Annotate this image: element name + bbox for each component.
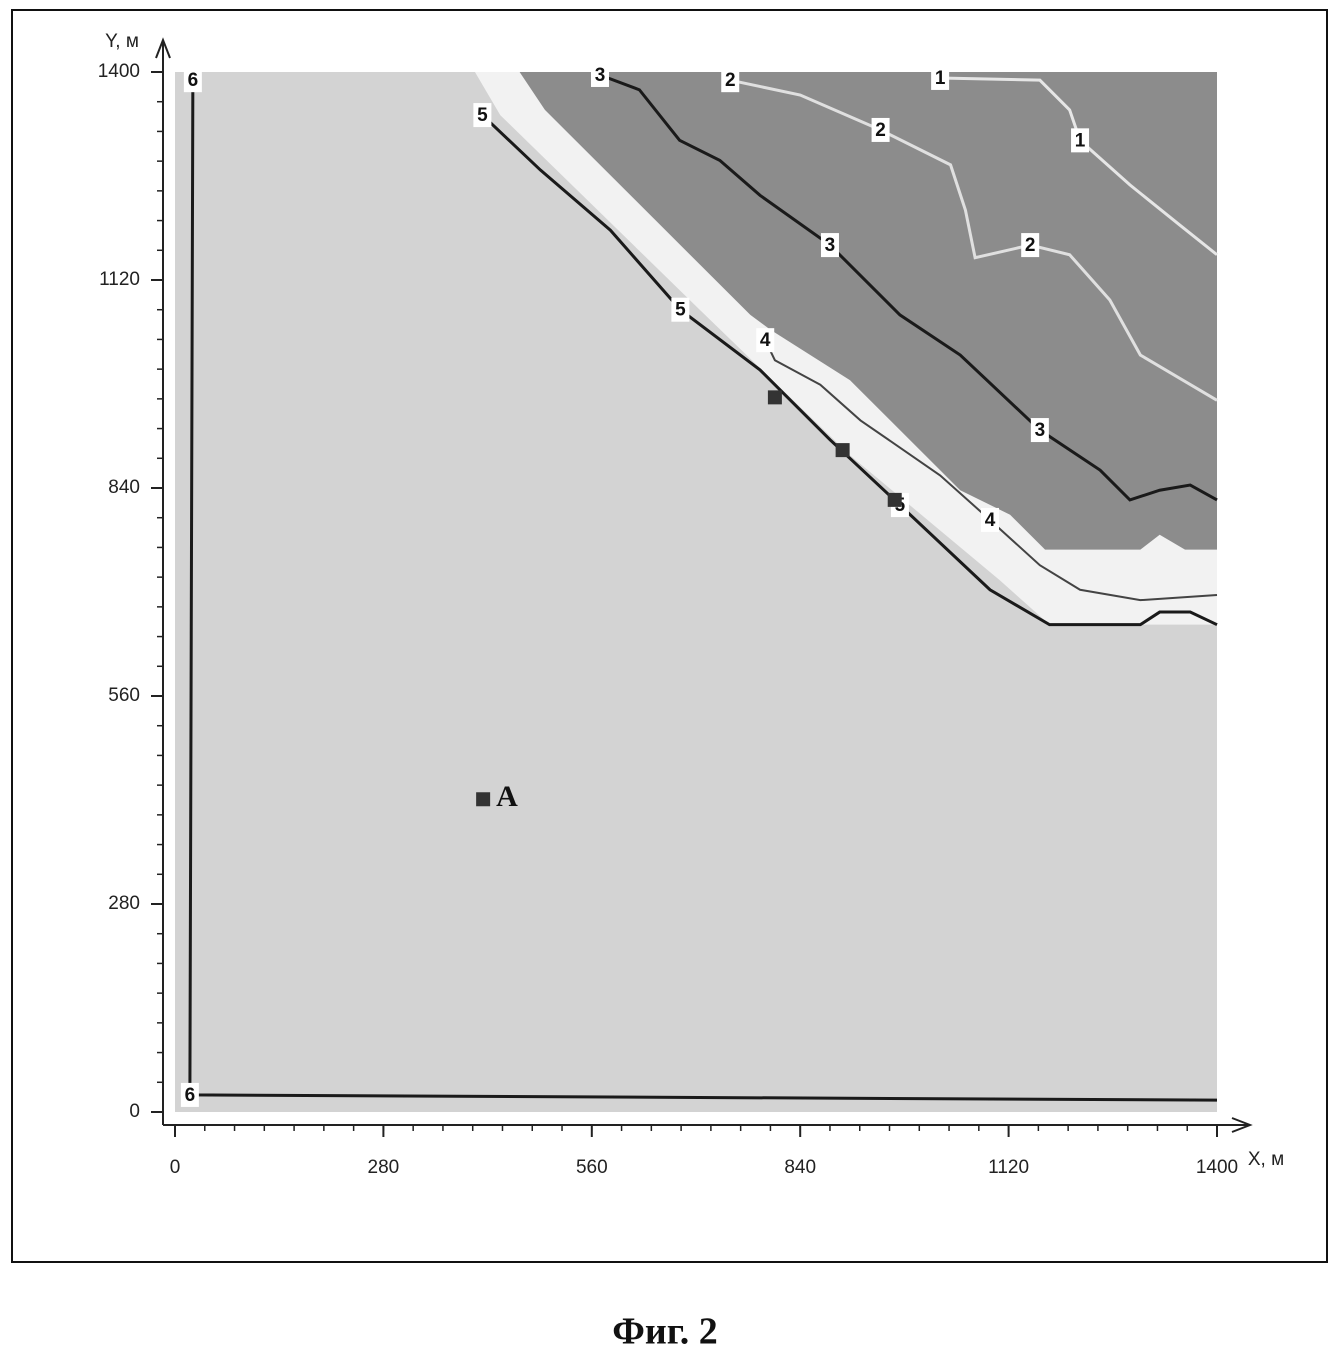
x-tick-label: 560 <box>576 1157 608 1178</box>
y-tick-label: 560 <box>108 685 140 706</box>
contour-label: 4 <box>985 510 996 531</box>
x-tick-label: 280 <box>368 1157 400 1178</box>
marker <box>888 493 902 507</box>
y-axis-label: Y, м <box>105 31 139 52</box>
y-tick-label: 0 <box>129 1101 140 1122</box>
x-tick-label: 1120 <box>988 1157 1029 1178</box>
contour-label: 2 <box>1025 235 1036 256</box>
marker <box>768 390 782 404</box>
contour-label: 4 <box>760 330 771 351</box>
x-tick-label: 1400 <box>1196 1157 1238 1178</box>
contour-label: 2 <box>725 70 736 91</box>
point-label: A <box>496 780 518 813</box>
contour-label: 6 <box>188 70 199 91</box>
contour-label: 1 <box>1075 130 1086 151</box>
contour-label: 5 <box>477 105 488 126</box>
contour-label: 3 <box>595 65 606 86</box>
caption: Фиг. 2 <box>612 1311 718 1353</box>
x-tick-label: 840 <box>784 1157 816 1178</box>
y-tick-label: 1400 <box>98 61 140 82</box>
marker <box>836 443 850 457</box>
x-tick-label: 0 <box>170 1157 181 1178</box>
point <box>476 792 490 806</box>
x-axis-label: X, м <box>1248 1149 1284 1170</box>
contour-label: 1 <box>935 68 946 89</box>
contour-label: 6 <box>185 1085 196 1106</box>
contour-label: 5 <box>675 300 686 321</box>
y-tick-label: 1120 <box>99 269 140 290</box>
contour-label: 3 <box>825 235 836 256</box>
y-tick-label: 840 <box>108 477 140 498</box>
plot: 112223334455566AY, мX, м0280560840112014… <box>98 31 1284 1178</box>
contour-label: 3 <box>1035 420 1046 441</box>
contour-label: 2 <box>875 120 886 141</box>
y-tick-label: 280 <box>108 893 140 914</box>
